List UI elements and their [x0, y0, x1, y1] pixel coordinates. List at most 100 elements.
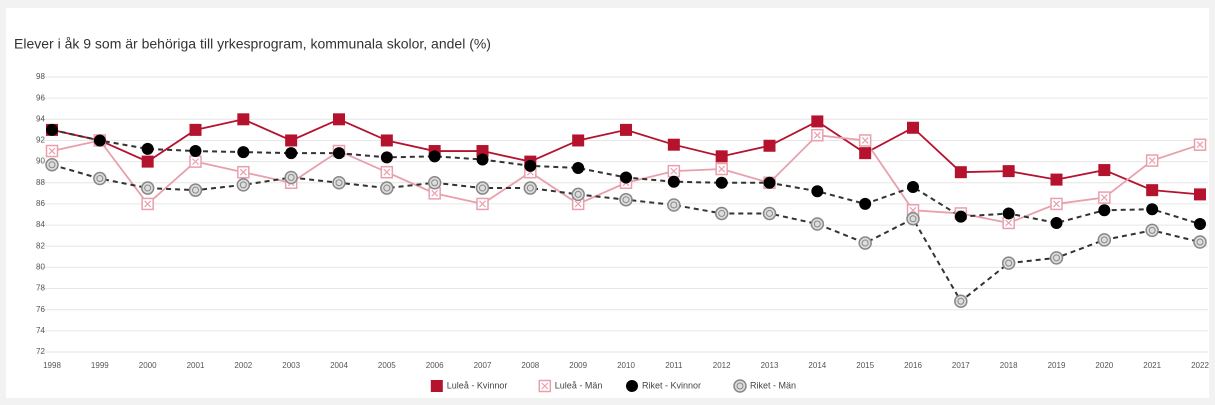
- legend-item: Luleå - Män: [538, 379, 603, 393]
- marker: [140, 181, 155, 195]
- y-tick-label: 80: [36, 262, 45, 271]
- marker: [1193, 138, 1207, 151]
- marker: [380, 165, 394, 179]
- marker-inner: [718, 209, 726, 217]
- y-tick-label: 78: [36, 284, 45, 293]
- marker: [907, 121, 919, 134]
- marker: [236, 178, 251, 192]
- marker-inner: [479, 184, 486, 192]
- marker-cross: [431, 189, 439, 197]
- marker-inner: [383, 184, 391, 192]
- marker-body: [1145, 223, 1159, 238]
- x-tick-label: 2010: [617, 361, 635, 370]
- marker-body: [236, 178, 251, 192]
- marker-inner: [96, 175, 104, 183]
- marker: [1194, 218, 1206, 231]
- marker: [667, 198, 681, 212]
- marker-cross: [1196, 141, 1204, 149]
- marker: [45, 158, 59, 172]
- y-tick-label: 92: [36, 136, 45, 145]
- marker-body: [45, 158, 59, 172]
- marker-inner: [670, 201, 678, 209]
- marker-body: [810, 217, 825, 231]
- marker: [906, 211, 920, 226]
- marker: [859, 147, 872, 160]
- x-tick-label: 2007: [474, 361, 492, 370]
- y-tick-label: 84: [36, 220, 45, 229]
- x-tick-label: 2009: [569, 361, 587, 370]
- marker: [1097, 233, 1112, 247]
- y-tick-label: 74: [36, 326, 45, 335]
- marker: [141, 197, 154, 211]
- marker: [810, 217, 825, 231]
- marker: [1146, 203, 1159, 216]
- marker: [237, 165, 250, 179]
- marker: [811, 115, 824, 128]
- marker-body: [380, 181, 394, 195]
- marker-body: [1097, 233, 1112, 247]
- marker: [620, 123, 632, 136]
- marker: [572, 134, 585, 147]
- marker: [954, 166, 967, 179]
- y-tick-label: 88: [36, 178, 45, 187]
- x-tick-label: 2017: [952, 361, 970, 370]
- marker: [954, 294, 968, 308]
- marker: [1194, 188, 1206, 201]
- legend-marker: [626, 380, 638, 392]
- marker-inner: [736, 382, 744, 390]
- marker: [476, 153, 489, 166]
- x-tick-label: 1998: [43, 361, 61, 370]
- marker: [907, 181, 919, 193]
- marker-cross: [239, 168, 247, 176]
- x-tick-label: 2003: [282, 361, 300, 370]
- marker: [715, 176, 728, 189]
- marker-body: [733, 379, 747, 393]
- x-tick-label: 2008: [521, 361, 539, 370]
- marker: [189, 155, 202, 168]
- marker: [954, 210, 967, 223]
- marker-inner: [574, 190, 582, 198]
- marker: [141, 142, 154, 155]
- marker-cross: [479, 200, 486, 208]
- marker-body: [858, 236, 872, 250]
- x-tick-label: 2002: [234, 361, 252, 370]
- marker-inner: [144, 184, 152, 192]
- y-tick-label: 96: [36, 93, 45, 102]
- marker: [1002, 165, 1015, 178]
- marker-inner: [909, 215, 917, 223]
- chart-title: Elever i åk 9 som är behöriga till yrkes…: [14, 36, 491, 52]
- y-tick-label: 76: [36, 305, 45, 314]
- marker-inner: [1053, 254, 1060, 262]
- marker: [715, 162, 728, 176]
- marker-inner: [431, 179, 439, 187]
- marker-cross: [813, 131, 821, 139]
- x-tick-label: 2019: [1048, 361, 1066, 370]
- marker: [1050, 197, 1063, 211]
- marker-body: [427, 176, 442, 190]
- marker-body: [1001, 256, 1016, 270]
- marker: [237, 146, 250, 159]
- marker-body: [284, 170, 298, 185]
- marker: [93, 134, 106, 147]
- y-tick-label: 82: [36, 241, 45, 250]
- marker-cross: [48, 147, 56, 155]
- marker: [141, 155, 154, 168]
- legend-label: Riket - Män: [750, 380, 796, 390]
- marker: [93, 171, 107, 186]
- x-tick-label: 2006: [426, 361, 444, 370]
- marker-cross: [718, 165, 726, 173]
- marker: [284, 170, 298, 185]
- x-tick-label: 2012: [713, 361, 731, 370]
- marker-body: [1193, 235, 1207, 249]
- legend-label: Luleå - Män: [555, 380, 603, 390]
- marker-cross: [1005, 219, 1013, 227]
- marker-cross: [1148, 157, 1156, 164]
- marker: [811, 185, 824, 198]
- marker: [858, 236, 872, 250]
- x-tick-label: 2013: [761, 361, 779, 370]
- x-tick-label: 2020: [1095, 361, 1113, 370]
- x-tick-label: 2016: [904, 361, 922, 370]
- marker-inner: [192, 186, 199, 194]
- marker-inner: [622, 196, 630, 204]
